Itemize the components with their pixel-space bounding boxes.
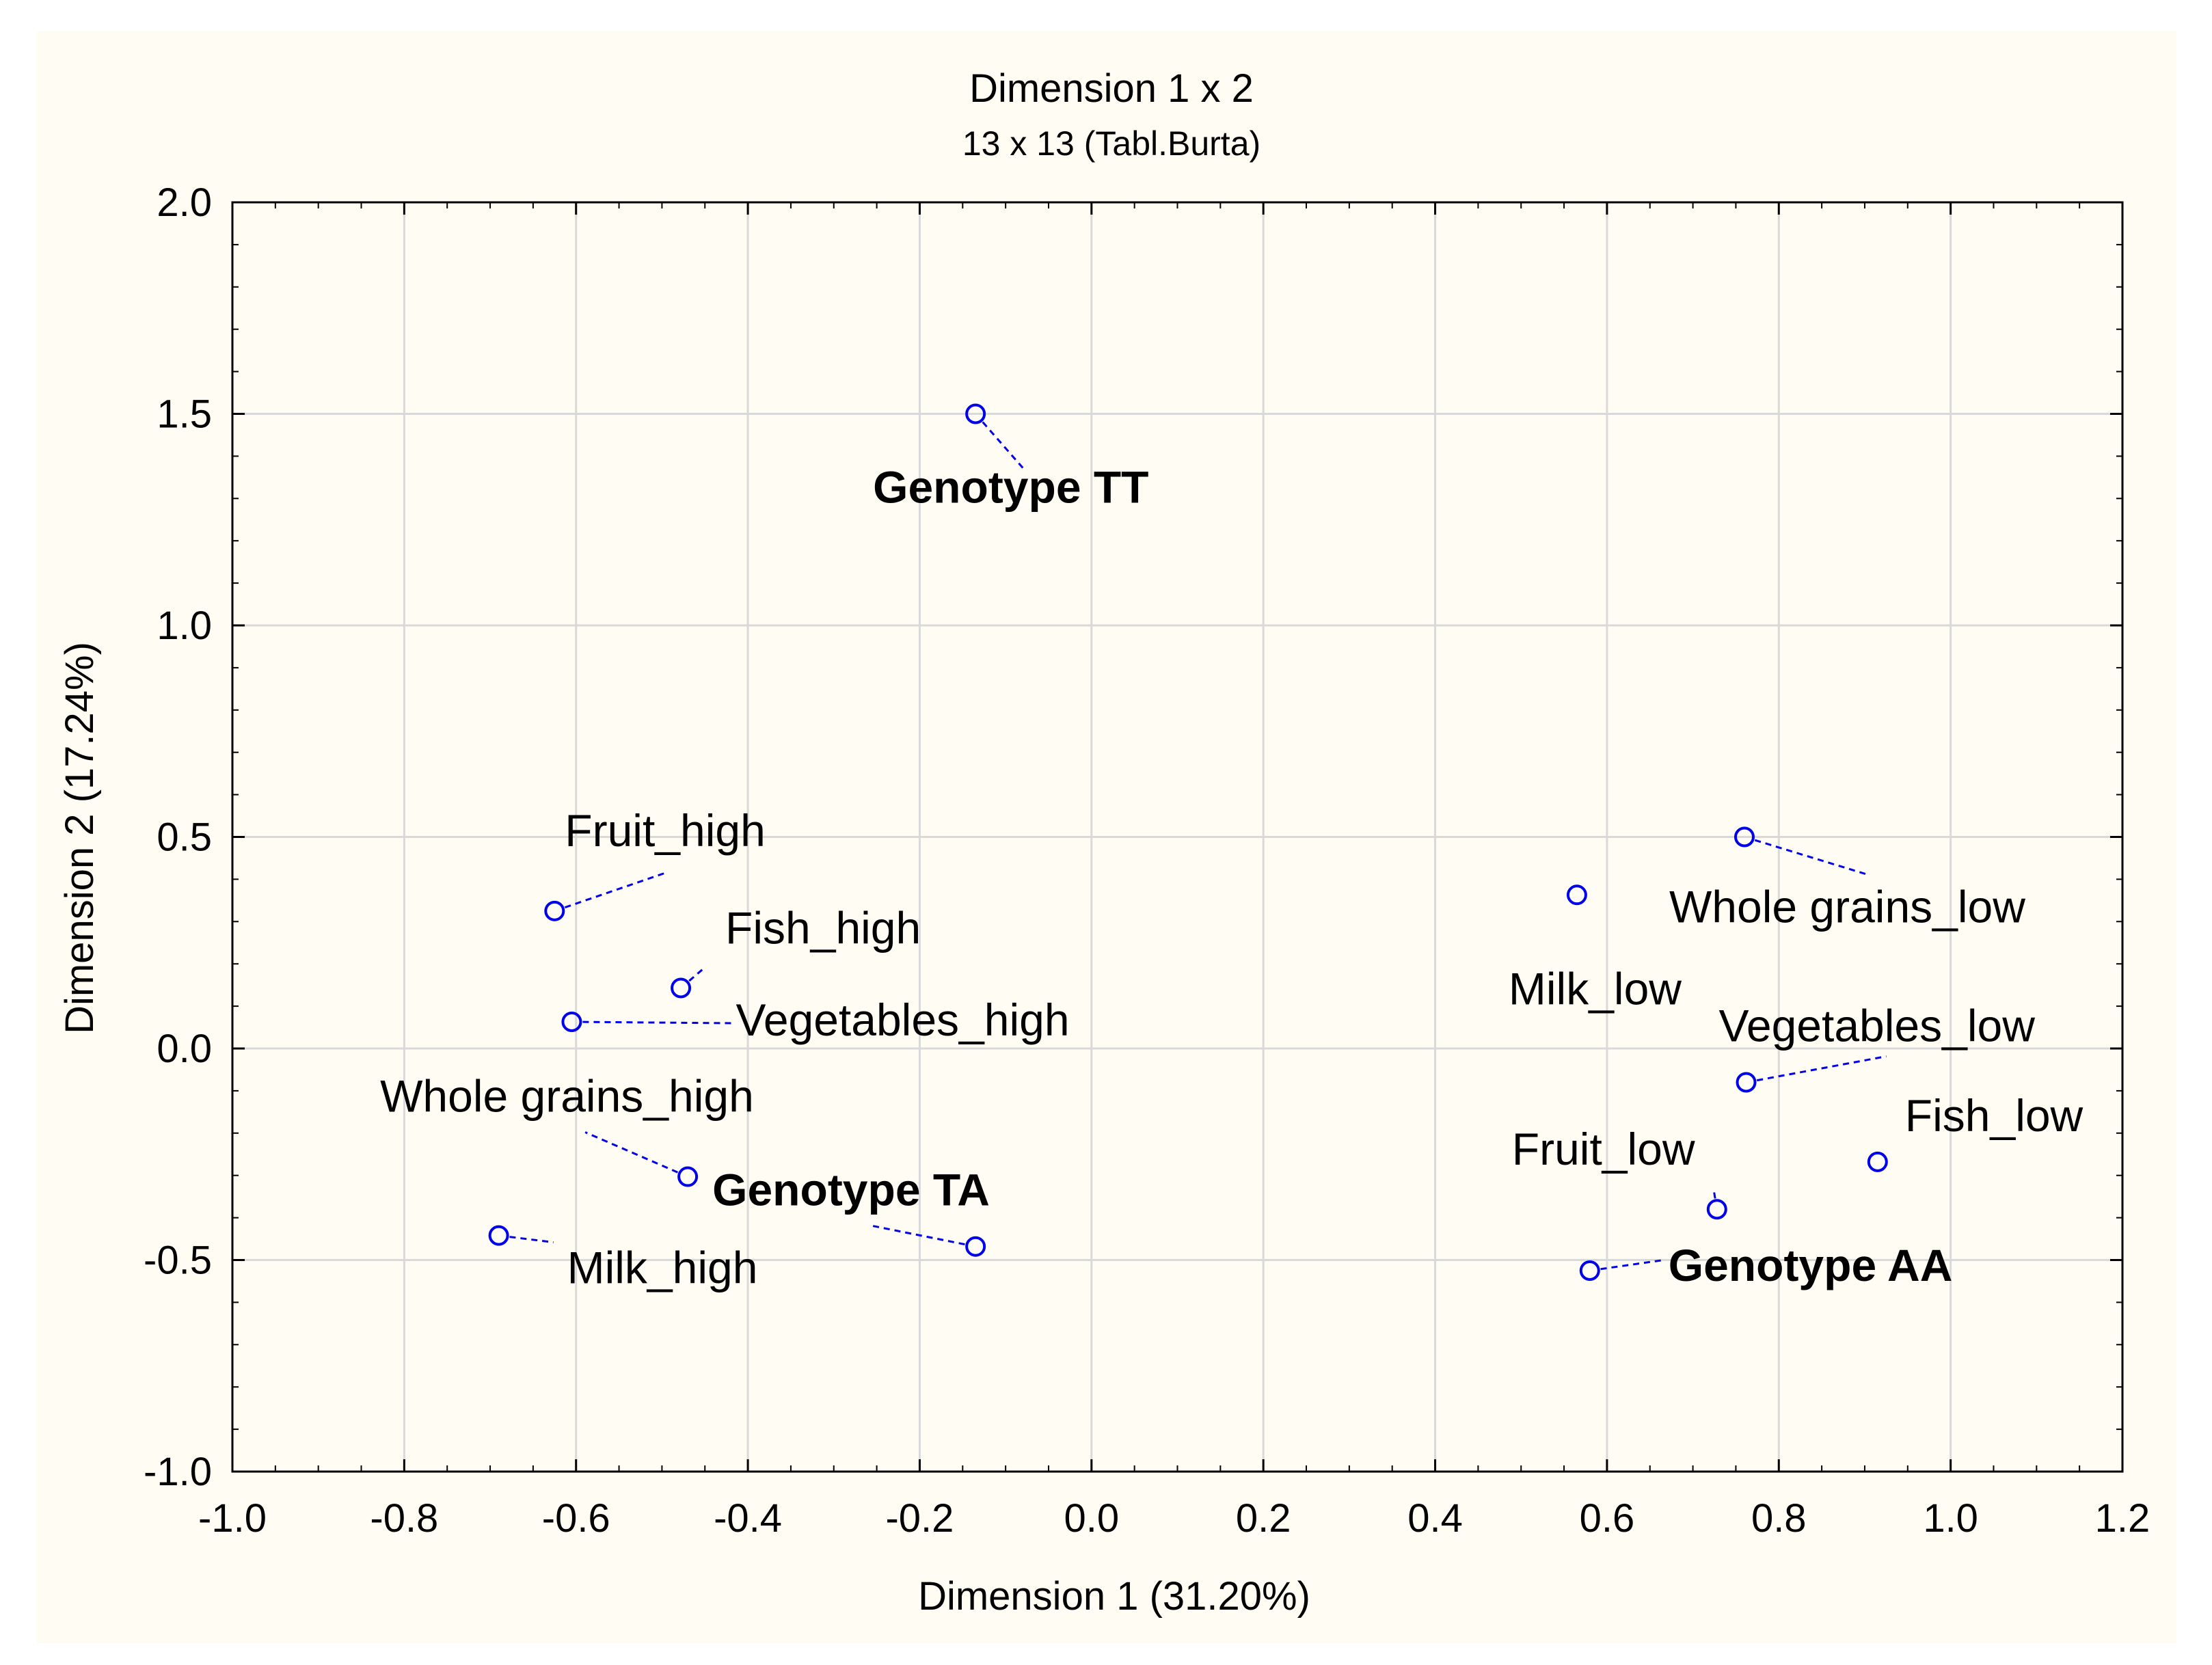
data-point-label: Fish_low bbox=[1905, 1090, 2083, 1141]
leader-line bbox=[1756, 1055, 1887, 1082]
y-tick-label: 1.0 bbox=[157, 604, 212, 648]
chart-panel: Dimension 1 x 2 13 x 13 (Tabl.Burta) -1.… bbox=[37, 31, 2176, 1643]
y-tick-label: -0.5 bbox=[144, 1238, 212, 1283]
x-tick-label: 0.8 bbox=[1751, 1496, 1807, 1541]
y-tick-label: 2.0 bbox=[157, 180, 212, 225]
leader-lines bbox=[509, 421, 1887, 1271]
leader-line bbox=[1600, 1259, 1662, 1271]
data-point-label: Milk_low bbox=[1509, 963, 1682, 1014]
data-point-label: Vegetables_low bbox=[1719, 1001, 2036, 1051]
chart-title: Dimension 1 x 2 bbox=[969, 66, 1254, 111]
data-point-marker bbox=[544, 900, 565, 921]
data-point-marker bbox=[488, 1225, 509, 1246]
data-point-label: Vegetables_high bbox=[736, 994, 1069, 1045]
data-points bbox=[488, 403, 1888, 1281]
y-tick-label: 1.5 bbox=[157, 392, 212, 437]
point-labels: Genotype TT Fruit_high Fish_high Vegetables… bbox=[380, 462, 2083, 1293]
y-tick-label: 0.0 bbox=[157, 1027, 212, 1071]
data-point-marker bbox=[1734, 826, 1755, 848]
data-point-marker bbox=[1736, 1072, 1757, 1093]
data-point-label: Genotype AA bbox=[1669, 1240, 1953, 1290]
x-tick-label: -0.2 bbox=[885, 1496, 954, 1541]
leader-line bbox=[1712, 1188, 1716, 1199]
x-tick-label: -0.6 bbox=[542, 1496, 610, 1541]
leader-line bbox=[584, 1131, 679, 1174]
data-point-label: Fruit_high bbox=[565, 805, 766, 856]
data-point-label: Whole grains_low bbox=[1669, 882, 2025, 932]
x-tick-label: 1.2 bbox=[2095, 1496, 2150, 1541]
x-tick-label: 0.0 bbox=[1064, 1496, 1119, 1541]
data-point-marker bbox=[965, 403, 986, 424]
leader-line bbox=[582, 1020, 733, 1025]
data-point-marker bbox=[965, 1236, 986, 1257]
leader-line bbox=[509, 1236, 554, 1244]
x-tick-label: 0.2 bbox=[1236, 1496, 1291, 1541]
leader-line bbox=[688, 966, 706, 982]
scatter-chart: Dimension 1 x 2 13 x 13 (Tabl.Burta) -1.… bbox=[57, 66, 2150, 1619]
data-point-label: Genotype TT bbox=[873, 462, 1148, 513]
y-tick-label: 0.5 bbox=[157, 815, 212, 860]
data-point-marker bbox=[677, 1166, 699, 1187]
chart-subtitle: 13 x 13 (Tabl.Burta) bbox=[962, 124, 1260, 163]
data-point-marker bbox=[671, 977, 692, 999]
leader-line bbox=[872, 1225, 965, 1246]
leader-line bbox=[564, 872, 664, 909]
data-point-label: Fish_high bbox=[725, 902, 921, 953]
x-tick-label: 1.0 bbox=[1923, 1496, 1978, 1541]
x-tick-label: -0.8 bbox=[370, 1496, 438, 1541]
data-point-marker bbox=[561, 1012, 582, 1033]
y-tick-label: -1.0 bbox=[144, 1450, 212, 1494]
x-axis-label: Dimension 1 (31.20%) bbox=[918, 1574, 1310, 1619]
y-axis-label: Dimension 2 (17.24%) bbox=[57, 642, 102, 1034]
leader-line bbox=[1754, 839, 1868, 876]
data-point-marker bbox=[1867, 1151, 1888, 1172]
data-point-marker bbox=[1706, 1199, 1727, 1220]
grid-lines bbox=[232, 202, 2122, 1472]
data-point-marker bbox=[1579, 1260, 1600, 1281]
x-tick-label: -1.0 bbox=[198, 1496, 267, 1541]
axis-ticks bbox=[231, 201, 2124, 1473]
data-point-marker bbox=[1566, 884, 1587, 906]
data-point-label: Milk_high bbox=[567, 1243, 758, 1293]
x-tick-label: -0.4 bbox=[714, 1496, 782, 1541]
data-point-label: Fruit_low bbox=[1512, 1124, 1695, 1174]
x-tick-label: 0.4 bbox=[1407, 1496, 1463, 1541]
x-tick-label: 0.6 bbox=[1580, 1496, 1635, 1541]
data-point-label: Genotype TA bbox=[712, 1165, 990, 1215]
tick-labels: -1.0 -0.8 -0.6 -0.4 -0.2 0.0 0.2 0.4 0.6 0.8 1.0 1.… bbox=[144, 180, 2150, 1541]
data-point-label: Whole grains_high bbox=[380, 1071, 754, 1122]
